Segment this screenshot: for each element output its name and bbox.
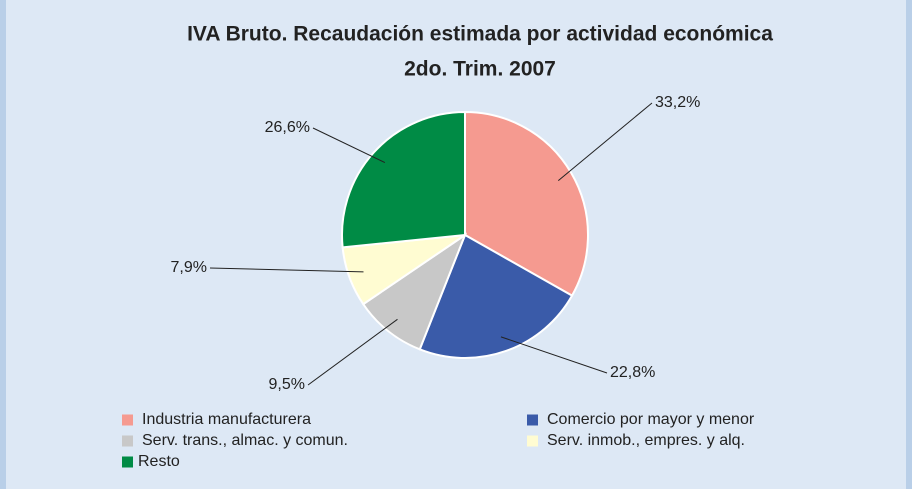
pie-slice (418, 233, 574, 359)
legend-swatch (527, 435, 538, 447)
legend-swatch (527, 414, 538, 426)
legend-label: Industria manufacturera (142, 411, 311, 428)
legend-label: Serv. inmob., empres. y alq. (547, 432, 745, 449)
legend-label: Serv. trans., almac. y comun. (142, 432, 348, 449)
leader-line (500, 336, 608, 374)
chart-subtitle: 2do. Trim. 2007 (404, 58, 556, 81)
data-label: 7,9% (171, 259, 207, 276)
legend-swatch (122, 456, 133, 468)
leader-line (209, 267, 364, 273)
leader-line (307, 318, 398, 386)
pie-slice (464, 110, 589, 297)
legend-swatch (122, 414, 133, 426)
legend-label: Comercio por mayor y menor (547, 411, 755, 428)
data-label: 26,6% (265, 119, 310, 136)
data-label: 9,5% (269, 376, 305, 393)
data-label: 33,2% (655, 94, 700, 111)
chart-title: IVA Bruto. Recaudación estimada por acti… (187, 23, 773, 46)
data-label: 22,8% (610, 364, 655, 381)
leader-line (312, 127, 386, 164)
leader-line (557, 102, 653, 181)
legend-label: Resto (138, 453, 180, 470)
legend-swatch (122, 435, 133, 447)
pie-slice (341, 110, 466, 249)
